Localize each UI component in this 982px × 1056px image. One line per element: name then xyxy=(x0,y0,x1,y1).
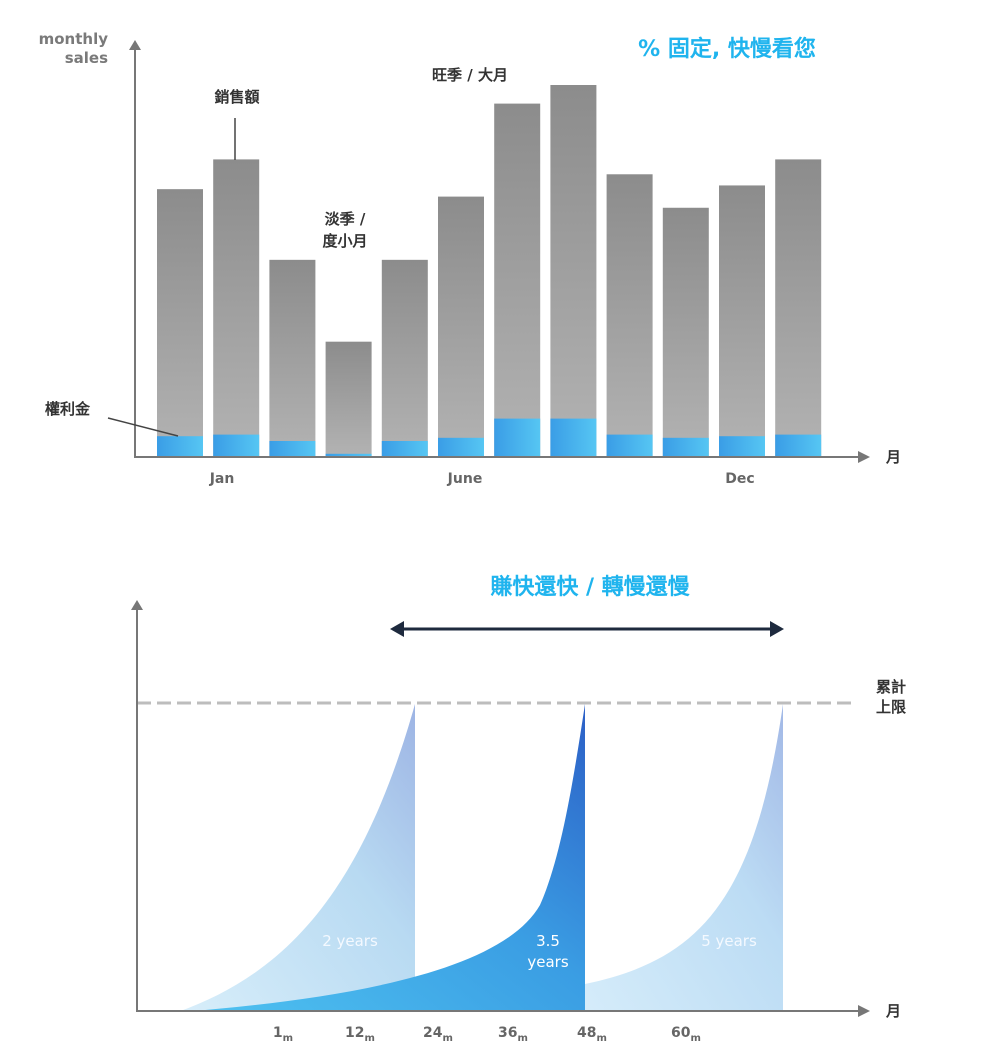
royalty-bar-7 xyxy=(494,418,541,457)
sales-bar-4 xyxy=(325,341,372,457)
c1-annot-peak: 旺季 / 大月 xyxy=(432,66,508,84)
c2-range-arrow-left xyxy=(390,621,404,637)
c1-tick-dec: Dec xyxy=(725,471,754,487)
royalty-bar-5 xyxy=(381,441,428,457)
payback-label-2-line2: years xyxy=(527,953,568,971)
royalty-bar-3 xyxy=(269,441,316,457)
royalty-bar-11 xyxy=(719,436,765,457)
sales-royalty-bar-chart: monthly sales 月 % 固定, 快慢看您 銷售額 淡季 / 度小月 … xyxy=(39,30,901,487)
sales-bar-1 xyxy=(157,189,203,457)
royalty-bar-10 xyxy=(662,437,709,457)
c2-tick-12: 12m xyxy=(345,1025,375,1044)
sales-bar-6 xyxy=(438,196,484,457)
royalty-bar-9 xyxy=(606,434,653,457)
royalty-bar-2 xyxy=(213,434,260,457)
c1-annot-royalty: 權利金 xyxy=(45,400,91,418)
c1-tick-jan: Jan xyxy=(209,471,235,487)
sales-bar-5 xyxy=(381,259,428,457)
royalty-bar-8 xyxy=(550,418,597,457)
c2-xlabel: 月 xyxy=(885,1002,901,1020)
sales-bar-12 xyxy=(775,159,822,457)
c1-title: % 固定, 快慢看您 xyxy=(638,36,816,62)
payback-area-1 xyxy=(178,704,415,1012)
royalty-bar-12 xyxy=(775,434,822,457)
c2-tick-24: 24m xyxy=(423,1025,453,1044)
sales-bar-7 xyxy=(494,103,541,457)
c1-tick-june: June xyxy=(447,471,483,487)
c2-tick-1: 1m xyxy=(273,1025,293,1044)
payback-area-2 xyxy=(182,704,585,1012)
c1-annot-royalty-leader xyxy=(107,417,179,437)
sales-bar-2 xyxy=(213,159,260,457)
c2-cap-label-line2: 上限 xyxy=(876,698,906,716)
c1-annot-low-line2: 度小月 xyxy=(322,232,367,250)
c2-tick-48: 48m xyxy=(577,1025,607,1044)
payback-label-1-line1: 2 years xyxy=(322,932,378,950)
sales-bar-10 xyxy=(662,207,709,457)
sales-bar-11 xyxy=(719,185,765,457)
royalty-bar-4 xyxy=(325,453,372,457)
c1-ylabel-line1: monthly xyxy=(39,30,109,48)
c1-annot-low-line1: 淡季 / xyxy=(325,210,366,228)
sales-bar-9 xyxy=(606,174,653,457)
c1-x-axis-arrow xyxy=(858,451,870,463)
c1-y-axis-arrow xyxy=(129,40,141,50)
payback-area-3 xyxy=(585,704,783,1012)
payback-label-3-line1: 5 years xyxy=(701,932,757,950)
sales-bar-8 xyxy=(550,85,597,457)
c2-range-arrow-right xyxy=(770,621,784,637)
royalty-bar-6 xyxy=(438,437,484,457)
c1-xlabel: 月 xyxy=(885,448,901,466)
payback-label-2-line1: 3.5 xyxy=(536,932,560,950)
c2-cap-label-line1: 累計 xyxy=(876,678,906,696)
royalty-bar-1 xyxy=(157,436,203,457)
sales-bar-3 xyxy=(269,259,316,457)
c2-x-axis-arrow xyxy=(858,1005,870,1017)
c2-y-axis-arrow xyxy=(131,600,143,610)
c2-tick-36: 36m xyxy=(498,1025,528,1044)
c1-ylabel-line2: sales xyxy=(65,49,108,67)
c2-tick-60: 60m xyxy=(671,1025,701,1044)
c1-annot-sales: 銷售額 xyxy=(214,88,259,106)
c2-title: 賺快還快 / 轉慢還慢 xyxy=(490,574,690,600)
